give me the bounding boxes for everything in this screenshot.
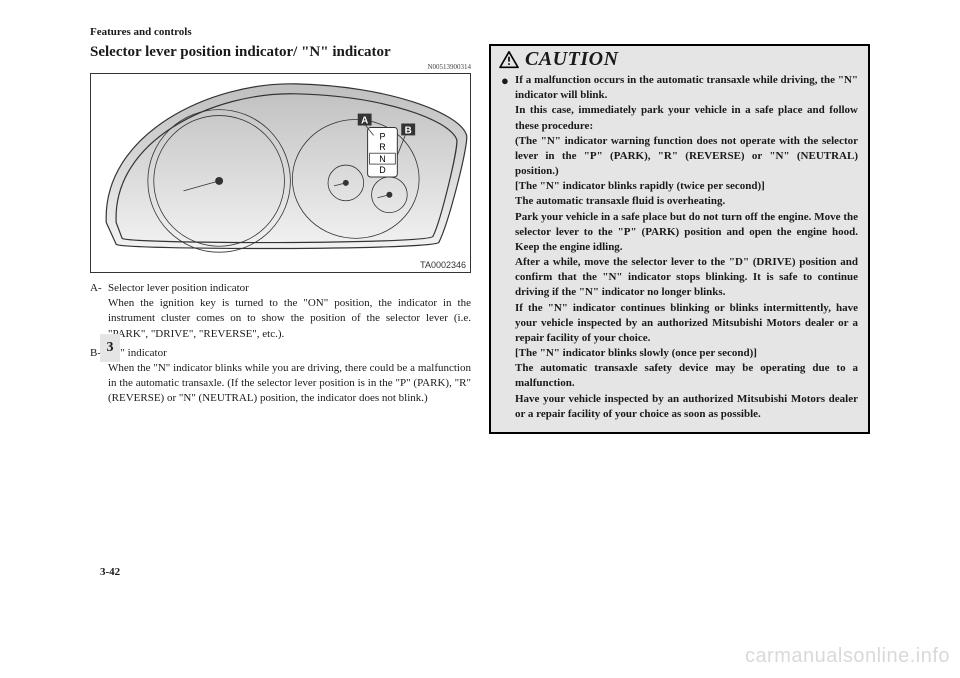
cluster-svg: P R N D A B: [91, 74, 470, 272]
section-header: Features and controls: [90, 26, 870, 38]
description-B: B- "N" indicator When the "N" indicator …: [90, 346, 471, 407]
reference-number: N00513900314: [90, 63, 471, 71]
callout-B: B: [405, 125, 412, 136]
desc-A-head: Selector lever position indicator: [108, 281, 471, 296]
desc-B-head: "N" indicator: [108, 346, 471, 361]
caution-title: CAUTION: [525, 48, 619, 71]
manual-page: Features and controls Selector lever pos…: [0, 0, 960, 678]
right-column: CAUTION ● If a malfunction occurs in the…: [489, 44, 870, 434]
description-A: A- Selector lever position indicator Whe…: [90, 281, 471, 342]
callout-A: A: [361, 116, 368, 127]
gear-N: N: [379, 154, 385, 164]
desc-A-body: When the ignition key is turned to the "…: [108, 296, 471, 342]
desc-B-body: When the "N" indicator blinks while you …: [108, 361, 471, 407]
figure-code: TA0002346: [420, 260, 466, 270]
gear-P: P: [379, 131, 385, 141]
caution-box: CAUTION ● If a malfunction occurs in the…: [489, 44, 870, 434]
instrument-cluster-figure: P R N D A B TA0002346: [90, 73, 471, 273]
warning-icon: [499, 51, 519, 69]
gear-R: R: [379, 142, 386, 152]
marker-A: A-: [90, 281, 108, 342]
bullet-icon: ●: [501, 73, 515, 422]
article-title: Selector lever position indicator/ "N" i…: [90, 44, 471, 61]
watermark: carmanualsonline.info: [745, 645, 950, 668]
left-column: Selector lever position indicator/ "N" i…: [90, 44, 471, 434]
caution-body: ● If a malfunction occurs in the automat…: [491, 71, 868, 432]
description-list: A- Selector lever position indicator Whe…: [90, 281, 471, 406]
page-number: 3-42: [100, 566, 120, 578]
chapter-tab: 3: [100, 334, 120, 362]
gear-D: D: [379, 165, 385, 175]
two-column-layout: Selector lever position indicator/ "N" i…: [90, 44, 870, 434]
caution-text: If a malfunction occurs in the automatic…: [515, 73, 858, 422]
caution-header: CAUTION: [491, 46, 868, 71]
